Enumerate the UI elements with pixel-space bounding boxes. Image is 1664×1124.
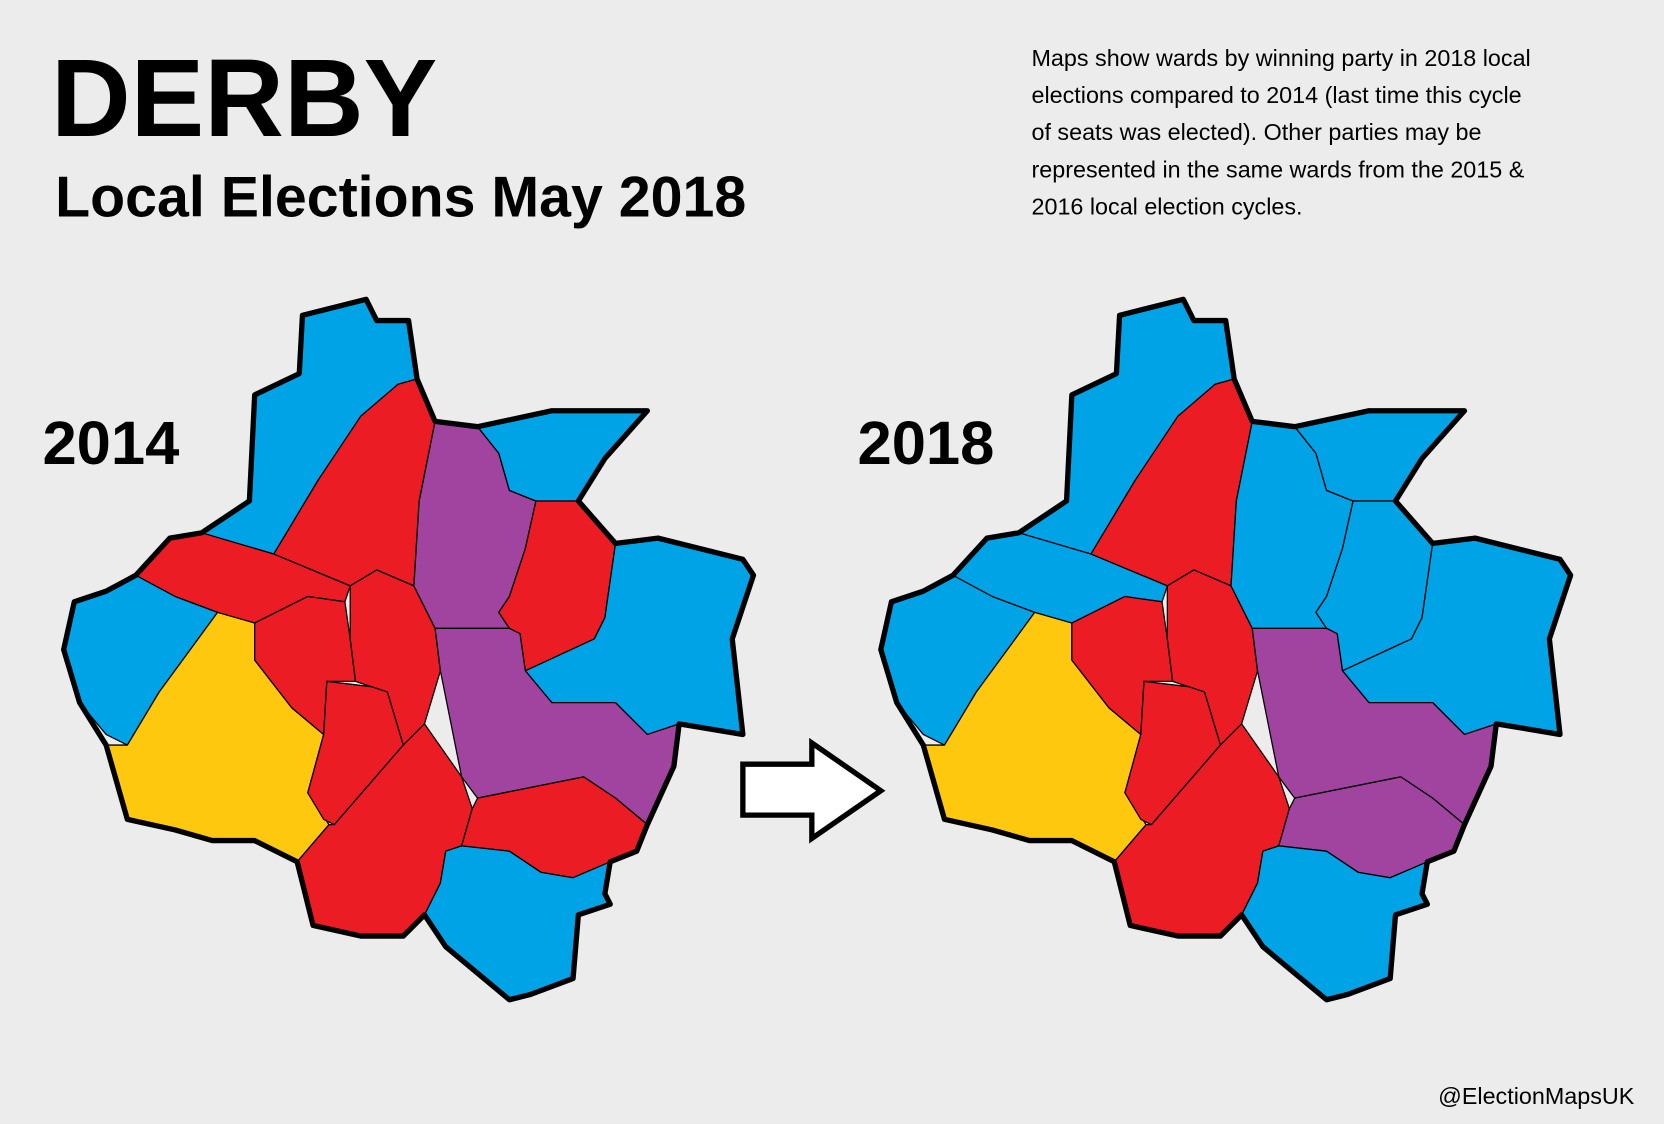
note-line: Maps show wards by winning party in 2018… bbox=[1032, 45, 1531, 71]
map-2014 bbox=[61, 296, 757, 1003]
city-outline bbox=[878, 296, 1574, 1003]
arrow bbox=[740, 737, 886, 844]
note: Maps show wards by winning party in 2018… bbox=[1032, 45, 1531, 220]
title: DERBY bbox=[51, 37, 437, 160]
note-line: elections compared to 2014 (last time th… bbox=[1032, 82, 1522, 108]
note-line: 2016 local election cycles. bbox=[1032, 193, 1303, 219]
subtitle: Local Elections May 2018 bbox=[55, 166, 746, 230]
map-label: 2014 bbox=[42, 409, 179, 478]
map-label: 2018 bbox=[857, 409, 994, 478]
credit: @ElectionMapsUK bbox=[1438, 1083, 1635, 1109]
city-outline bbox=[61, 296, 757, 1003]
note-line: of seats was elected). Other parties may… bbox=[1032, 119, 1482, 145]
map-2018 bbox=[878, 296, 1574, 1003]
note-line: represented in the same wards from the 2… bbox=[1032, 156, 1525, 182]
